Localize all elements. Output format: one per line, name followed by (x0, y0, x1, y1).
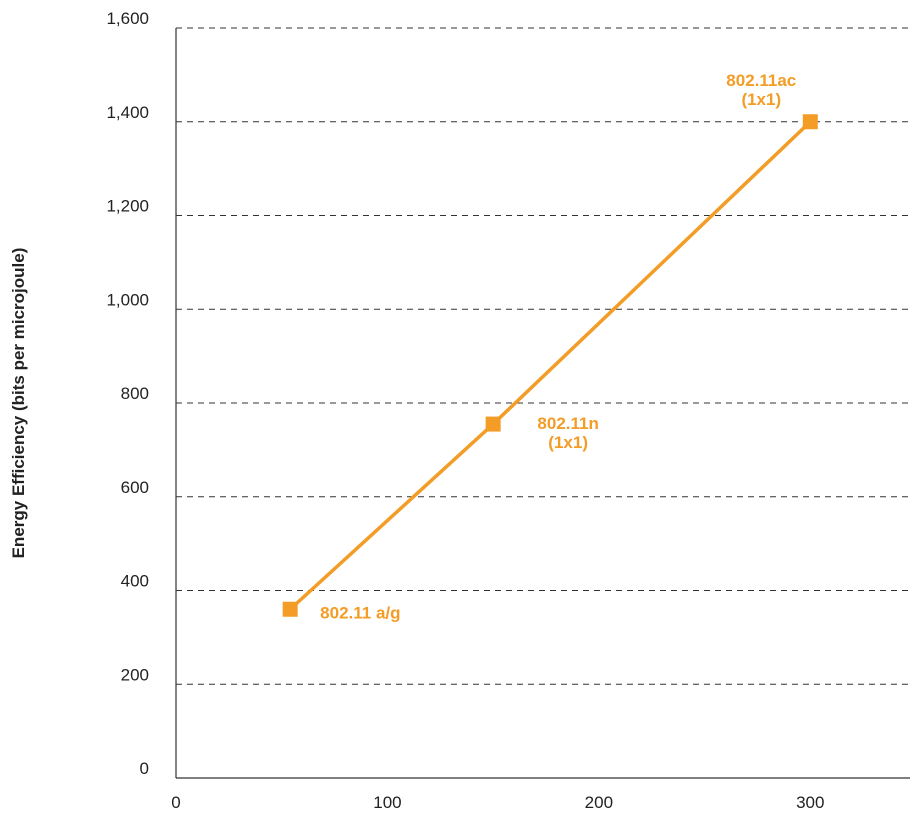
data-label: (1x1) (548, 433, 588, 452)
data-point-marker (802, 114, 818, 130)
x-tick-label: 0 (171, 793, 180, 812)
x-tick-labels: 0 100 200 300 (171, 793, 824, 812)
y-tick-label: 1,200 (106, 197, 149, 216)
y-tick-label: 1,600 (106, 9, 149, 28)
data-points (282, 114, 818, 617)
grid-lines (176, 27, 910, 685)
y-tick-label: 400 (121, 572, 149, 591)
series-line-group (288, 120, 812, 611)
y-tick-label: 1,400 (106, 103, 149, 122)
y-tick-labels: 0 200 400 600 800 1,000 1,200 1,400 1,600 (106, 9, 149, 778)
x-tick-label: 300 (796, 793, 824, 812)
data-label: 802.11ac (726, 71, 796, 90)
data-label: (1x1) (741, 90, 781, 109)
y-tick-label: 200 (121, 665, 149, 684)
series-line (288, 120, 812, 611)
y-axis-label: Energy Efficiency (bits per microjoule) (9, 248, 28, 559)
data-point-marker (282, 601, 298, 617)
data-label: 802.11 a/g (320, 603, 400, 622)
x-tick-label: 100 (373, 793, 401, 812)
y-tick-label: 600 (121, 478, 149, 497)
y-tick-label: 1,000 (106, 290, 149, 309)
data-point-marker (485, 416, 501, 432)
axes (175, 28, 910, 779)
y-tick-label: 800 (121, 384, 149, 403)
x-tick-label: 200 (585, 793, 613, 812)
y-tick-label: 0 (140, 759, 149, 778)
data-label: 802.11n (537, 414, 598, 433)
